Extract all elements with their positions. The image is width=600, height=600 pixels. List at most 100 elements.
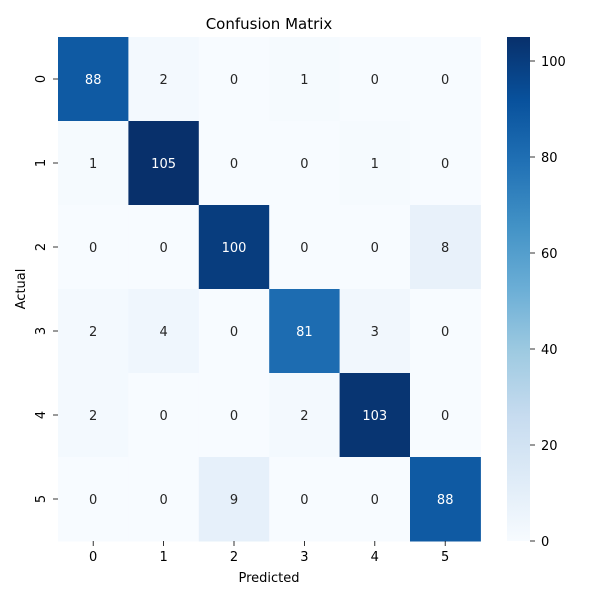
cell-value-label: 0 <box>441 73 449 88</box>
heatmap-cell <box>339 373 411 458</box>
heatmap-cell <box>339 121 411 206</box>
y-axis-ticks: 0 1 2 3 4 5 <box>34 75 58 503</box>
heatmap-cell <box>410 289 481 374</box>
heatmap-cell <box>410 373 481 458</box>
heatmap-cell <box>198 289 270 374</box>
cell-value-label: 1 <box>89 157 97 172</box>
cell-value-label: 0 <box>159 241 167 256</box>
cell-value-label: 0 <box>371 73 379 88</box>
chart-title: Confusion Matrix <box>206 15 333 33</box>
x-tick-label: 4 <box>371 550 379 565</box>
cell-value-label: 0 <box>159 409 167 424</box>
cell-value-label: 2 <box>89 409 97 424</box>
heatmap-cell <box>198 373 270 458</box>
heatmap-cells <box>58 37 481 542</box>
cell-value-label: 0 <box>441 157 449 172</box>
heatmap-cell <box>339 457 411 542</box>
cell-value-label: 0 <box>371 241 379 256</box>
cell-value-label: 3 <box>371 325 379 340</box>
heatmap-cell <box>58 205 129 290</box>
colorbar-tick-label: 0 <box>541 535 549 550</box>
cell-value-label: 0 <box>230 157 238 172</box>
cell-annotations: 88 2 0 1 0 01 105 0 0 1 00 0 100 0 0 82 4 0 81 3 02 0 0 2 103 00 0… <box>85 73 454 508</box>
y-tick-label: 1 <box>34 159 49 167</box>
cell-value-label: 0 <box>371 493 379 508</box>
x-axis-label: Predicted <box>238 571 299 586</box>
cell-value-label: 0 <box>230 409 238 424</box>
heatmap-cell <box>58 457 129 542</box>
x-tick-label: 3 <box>300 550 308 565</box>
x-tick-label: 5 <box>441 550 449 565</box>
cell-value-label: 0 <box>300 493 308 508</box>
cell-value-label: 2 <box>159 73 167 88</box>
heatmap-cell <box>269 37 341 122</box>
cell-value-label: 88 <box>85 73 102 88</box>
heatmap-cell <box>269 457 341 542</box>
heatmap-cell <box>269 205 341 290</box>
cell-value-label: 2 <box>89 325 97 340</box>
cell-value-label: 9 <box>230 493 238 508</box>
y-tick-label: 4 <box>34 411 49 419</box>
colorbar <box>507 37 530 541</box>
cell-value-label: 100 <box>222 241 247 256</box>
x-axis-ticks: 0 1 2 3 4 5 <box>89 541 449 565</box>
heatmap-cell <box>269 121 341 206</box>
heatmap-cell <box>198 121 270 206</box>
y-tick-label: 0 <box>34 75 49 83</box>
colorbar-tick-label: 40 <box>541 343 558 358</box>
heatmap-cell <box>339 37 411 122</box>
heatmap-cell <box>410 37 481 122</box>
cell-value-label: 8 <box>441 241 449 256</box>
x-tick-label: 2 <box>230 550 238 565</box>
cell-value-label: 0 <box>159 493 167 508</box>
heatmap-cell <box>58 373 129 458</box>
heatmap-cell <box>198 205 270 290</box>
colorbar-tick-label: 20 <box>541 439 558 454</box>
cell-value-label: 81 <box>296 325 313 340</box>
heatmap-cell <box>410 457 481 542</box>
heatmap-cell <box>339 205 411 290</box>
cell-value-label: 0 <box>300 241 308 256</box>
x-tick-label: 1 <box>159 550 167 565</box>
x-tick-label: 0 <box>89 550 97 565</box>
colorbar-tick-label: 80 <box>541 151 558 166</box>
cell-value-label: 2 <box>300 409 308 424</box>
cell-value-label: 0 <box>441 409 449 424</box>
heatmap-cell <box>198 37 270 122</box>
y-tick-label: 5 <box>34 495 49 503</box>
colorbar-tick-label: 60 <box>541 247 558 262</box>
heatmap-cell <box>58 37 129 122</box>
cell-value-label: 4 <box>159 325 167 340</box>
cell-value-label: 0 <box>300 157 308 172</box>
heatmap-cell <box>128 289 200 374</box>
heatmap-cell <box>128 457 200 542</box>
cell-value-label: 0 <box>230 73 238 88</box>
cell-value-label: 0 <box>89 241 97 256</box>
heatmap-cell <box>269 289 341 374</box>
y-axis-label: Actual <box>14 269 29 310</box>
cell-value-label: 88 <box>437 493 454 508</box>
heatmap-cell <box>128 205 200 290</box>
heatmap-cell <box>128 373 200 458</box>
heatmap-cell <box>128 121 200 206</box>
cell-value-label: 103 <box>362 409 387 424</box>
heatmap-cell <box>410 205 481 290</box>
colorbar-tick-label: 100 <box>541 55 566 70</box>
y-tick-label: 3 <box>34 327 49 335</box>
heatmap-cell <box>198 457 270 542</box>
cell-value-label: 0 <box>89 493 97 508</box>
heatmap-cell <box>58 289 129 374</box>
cell-value-label: 0 <box>441 325 449 340</box>
cell-value-label: 1 <box>371 157 379 172</box>
heatmap-cell <box>339 289 411 374</box>
cell-value-label: 0 <box>230 325 238 340</box>
y-tick-label: 2 <box>34 243 49 251</box>
heatmap-cell <box>269 373 341 458</box>
cell-value-label: 105 <box>151 157 176 172</box>
colorbar-ticks: 0 20 40 60 80 100 <box>530 55 566 550</box>
heatmap-cell <box>410 121 481 206</box>
cell-value-label: 1 <box>300 73 308 88</box>
heatmap-cell <box>58 121 129 206</box>
heatmap-cell <box>128 37 200 122</box>
